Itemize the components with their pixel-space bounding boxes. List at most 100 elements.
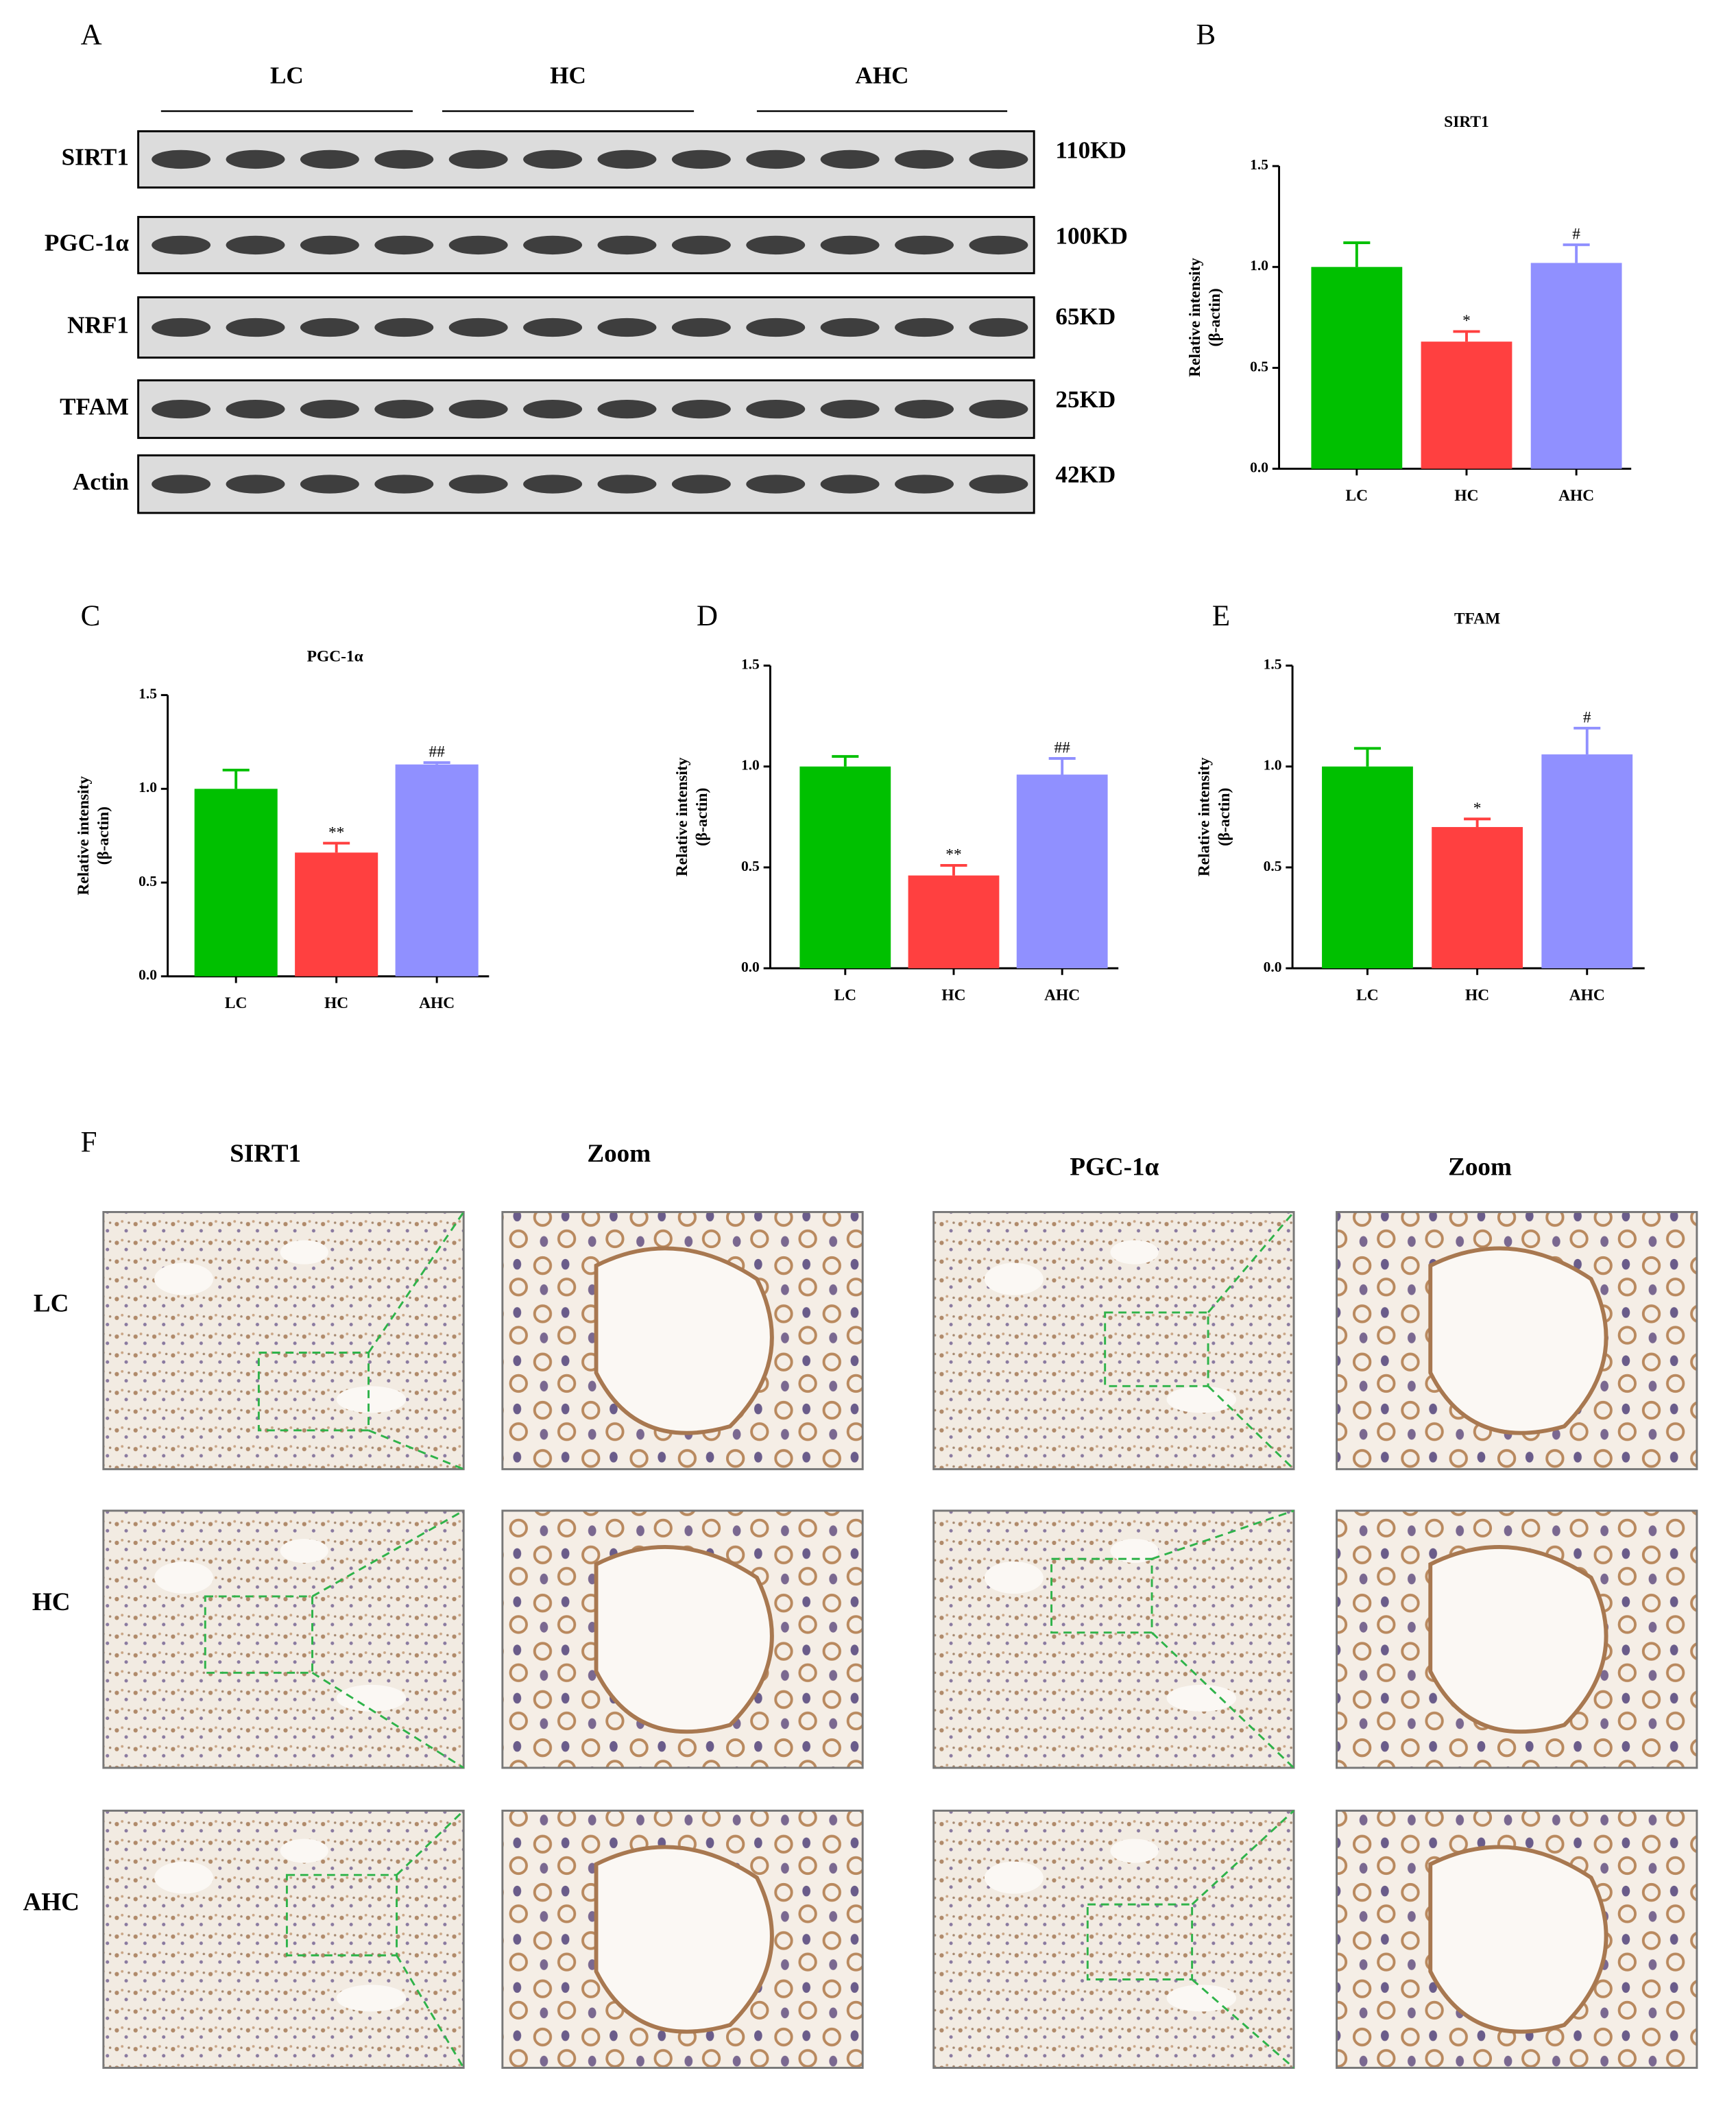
significance-mark: **	[328, 824, 344, 841]
blot-band	[523, 475, 583, 494]
y-axis-label: Relative intensity	[1196, 757, 1214, 876]
bar	[295, 852, 378, 977]
row-label: AHC	[23, 1889, 79, 1917]
blot-band	[448, 399, 508, 419]
bar	[1541, 754, 1633, 969]
bar	[1432, 827, 1523, 969]
blot-strip	[137, 454, 1035, 514]
y-tick-label: 0.0	[138, 967, 157, 983]
y-tick-label: 1.5	[1250, 156, 1268, 173]
lumen	[336, 1684, 407, 1712]
blot-band	[448, 149, 508, 169]
chart-title: TFAM	[1454, 610, 1500, 628]
error-bar	[1563, 243, 1590, 263]
panel-letter: F	[81, 1127, 97, 1159]
significance-mark: ##	[429, 743, 445, 761]
size-label: 42KD	[1055, 461, 1116, 488]
bar	[908, 875, 1000, 969]
lumen	[1428, 1545, 1608, 1734]
lumen	[1166, 1985, 1237, 2012]
zoom-box	[204, 1595, 313, 1674]
row-label: LC	[34, 1290, 69, 1318]
blot-band	[895, 149, 954, 169]
lumen	[280, 1538, 328, 1564]
column-label: Zoom	[1448, 1153, 1512, 1181]
blot-band	[374, 399, 434, 419]
bar	[194, 789, 278, 977]
panel-letter: D	[697, 600, 718, 632]
x-tick-label: HC	[941, 986, 965, 1004]
blot-band	[523, 318, 583, 337]
blot-band	[597, 475, 657, 494]
zoom-line	[396, 1954, 465, 2069]
blot-band	[523, 399, 583, 419]
x-tick-label: LC	[1346, 487, 1369, 505]
group-label: HC	[550, 62, 586, 88]
y-tick-label: 1.5	[741, 656, 760, 673]
zoom-line	[1191, 1978, 1295, 2069]
y-axis-label: (β-actin)	[95, 806, 112, 865]
significance-mark: *	[1462, 312, 1471, 330]
significance-mark: ##	[1054, 739, 1070, 757]
blot-strip	[137, 296, 1035, 359]
error-bar	[1343, 241, 1371, 267]
blot-band	[820, 149, 880, 169]
blot-band	[820, 399, 880, 419]
lumen	[594, 1545, 774, 1734]
blot-band	[969, 399, 1028, 419]
zoom-line	[396, 1810, 465, 1876]
zoom-line	[1207, 1211, 1295, 1313]
error-bar	[1353, 747, 1381, 767]
bar	[1421, 342, 1512, 469]
blot-band	[671, 149, 731, 169]
zoom-box	[1050, 1557, 1153, 1634]
blot-band	[300, 475, 359, 494]
lumen	[280, 1240, 328, 1265]
y-tick-label: 1.0	[138, 779, 157, 795]
group-label: AHC	[855, 62, 908, 88]
error-bar	[222, 769, 250, 789]
blot-band	[152, 475, 211, 494]
blot-band	[820, 318, 880, 337]
y-axis-label: (β-actin)	[1216, 788, 1233, 846]
blot-band	[895, 235, 954, 255]
error-bar	[1453, 330, 1480, 342]
lumen	[1110, 1240, 1159, 1265]
y-axis-label: (β-actin)	[693, 788, 711, 846]
blot-band	[671, 475, 731, 494]
x-tick-label: AHC	[1044, 986, 1080, 1004]
blot-band	[671, 399, 731, 419]
blot-band	[226, 235, 285, 255]
zoom-box	[285, 1873, 398, 1956]
group-label: LC	[270, 62, 304, 88]
y-axis-label: Relative intensity	[1186, 258, 1204, 377]
lumen	[154, 1262, 213, 1295]
zoom-box	[257, 1352, 370, 1432]
error-bar	[1574, 726, 1601, 755]
size-label: 65KD	[1055, 303, 1116, 330]
blot-band	[895, 399, 954, 419]
blot-band	[597, 318, 657, 337]
size-label: 100KD	[1055, 223, 1127, 250]
bar	[395, 764, 479, 977]
lumen	[1428, 1246, 1608, 1435]
x-tick-label: AHC	[1569, 986, 1605, 1004]
blot-band	[226, 399, 285, 419]
x-tick-label: AHC	[419, 994, 455, 1012]
protein-label: Actin	[73, 468, 129, 495]
blot-band	[374, 149, 434, 169]
lumen	[594, 1246, 774, 1435]
blot-band	[374, 475, 434, 494]
x-tick-label: AHC	[1558, 487, 1594, 505]
bar	[1322, 766, 1413, 969]
x-tick-label: LC	[225, 994, 248, 1012]
y-tick-label: 1.0	[1250, 257, 1268, 274]
blot-band	[597, 149, 657, 169]
blot-band	[448, 475, 508, 494]
y-tick-label: 1.5	[138, 686, 157, 702]
protein-label: SIRT1	[62, 143, 129, 170]
blot-band	[746, 399, 806, 419]
blot-band	[523, 149, 583, 169]
blot-band	[226, 318, 285, 337]
